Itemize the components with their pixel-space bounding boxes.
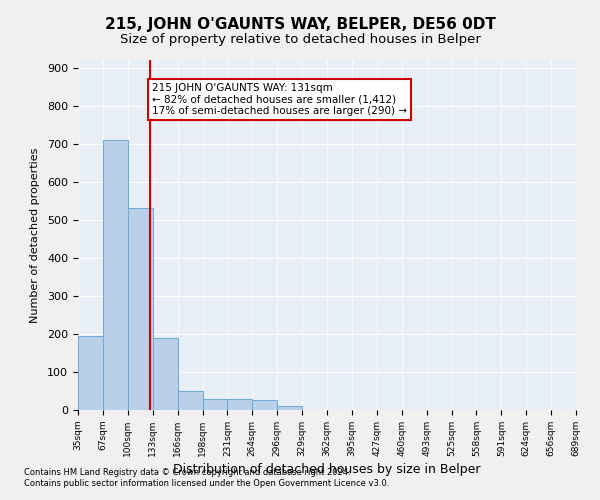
- Y-axis label: Number of detached properties: Number of detached properties: [30, 148, 40, 322]
- Text: Contains HM Land Registry data © Crown copyright and database right 2024.
Contai: Contains HM Land Registry data © Crown c…: [24, 468, 389, 487]
- Bar: [128, 208, 152, 410]
- Text: 215, JOHN O'GAUNTS WAY, BELPER, DE56 0DT: 215, JOHN O'GAUNTS WAY, BELPER, DE56 0DT: [104, 18, 496, 32]
- Bar: [152, 338, 178, 410]
- X-axis label: Distribution of detached houses by size in Belper: Distribution of detached houses by size …: [173, 463, 481, 476]
- Text: Size of property relative to detached houses in Belper: Size of property relative to detached ho…: [119, 32, 481, 46]
- Bar: [178, 391, 203, 410]
- Bar: [277, 406, 302, 410]
- Bar: [78, 336, 103, 410]
- Bar: [203, 398, 227, 410]
- Bar: [252, 400, 277, 410]
- Text: 215 JOHN O'GAUNTS WAY: 131sqm
← 82% of detached houses are smaller (1,412)
17% o: 215 JOHN O'GAUNTS WAY: 131sqm ← 82% of d…: [152, 83, 407, 116]
- Bar: [227, 400, 253, 410]
- Bar: [103, 140, 128, 410]
